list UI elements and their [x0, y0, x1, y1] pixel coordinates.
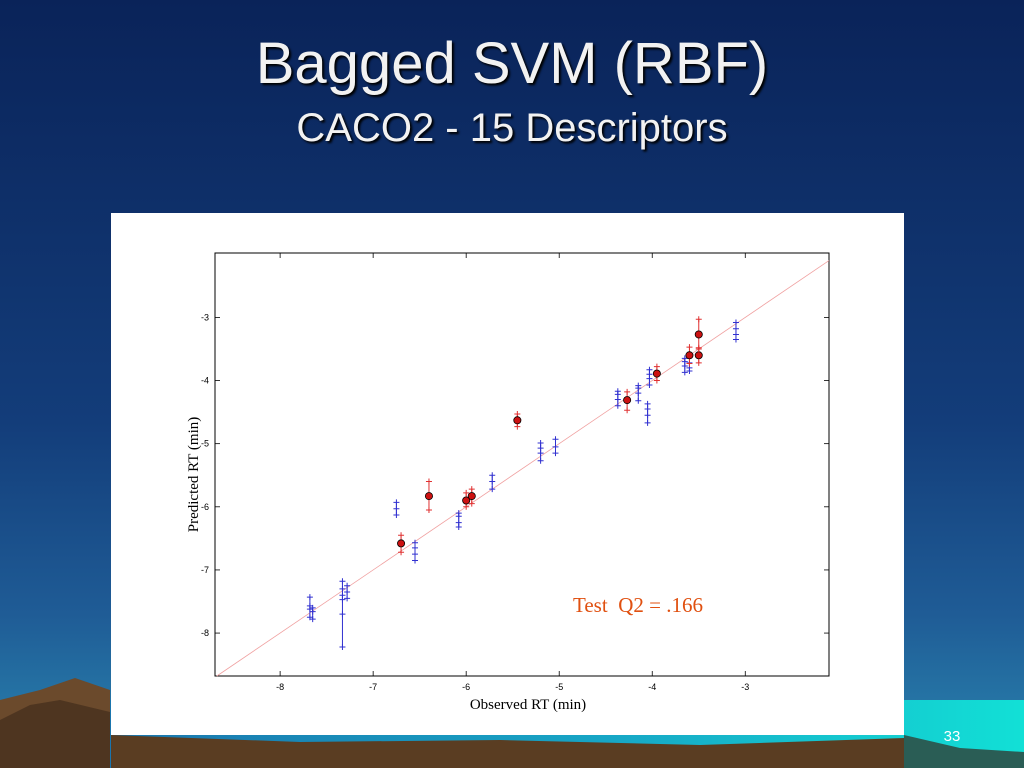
test-range-marker — [653, 377, 660, 384]
train-point-marker — [646, 381, 653, 388]
test-range-marker — [514, 423, 521, 430]
train-point-marker — [339, 611, 346, 618]
y-tick-label: -6 — [201, 502, 209, 512]
train-point-marker — [339, 643, 346, 650]
train-point-marker — [552, 436, 559, 443]
train-point-marker — [489, 486, 496, 493]
test-range-marker — [425, 478, 432, 485]
y-tick-label: -7 — [201, 565, 209, 575]
train-point-marker — [644, 405, 651, 412]
train-point-marker — [412, 557, 419, 564]
train-point-marker — [455, 519, 462, 526]
train-point-marker — [309, 604, 316, 611]
train-point-marker — [552, 443, 559, 450]
test-point-marker — [513, 416, 522, 425]
test-point-marker — [685, 351, 694, 360]
test-range-marker — [686, 344, 693, 351]
train-point-marker — [635, 382, 642, 389]
train-point-marker — [309, 616, 316, 623]
test-range-marker — [398, 549, 405, 556]
train-point-marker — [681, 355, 688, 362]
train-point-marker — [732, 319, 739, 326]
train-point-marker — [537, 450, 544, 457]
train-point-marker — [339, 592, 346, 599]
x-tick-label: -3 — [741, 682, 749, 692]
y-axis-label: Predicted RT (min) — [186, 417, 202, 532]
train-point-marker — [344, 582, 351, 589]
test-point-marker — [467, 492, 476, 501]
test-point-marker — [462, 496, 471, 505]
test-range-marker — [624, 407, 631, 414]
x-tick-label: -4 — [648, 682, 656, 692]
test-range-marker — [624, 388, 631, 395]
train-point-marker — [537, 440, 544, 447]
y-tick-label: -4 — [201, 376, 209, 386]
train-point-marker — [552, 450, 559, 457]
test-point-marker — [397, 539, 406, 548]
chart-panel: -8 -7 -6 -5 -4 -3 -8 -7 -6 -5 -4 -3 Observed RT (min… — [111, 213, 904, 735]
train-point-marker — [644, 419, 651, 426]
train-point-marker — [644, 412, 651, 419]
test-range-marker — [463, 489, 470, 496]
x-tick-label: -8 — [276, 682, 284, 692]
train-point-marker — [732, 331, 739, 338]
slide-title: Bagged SVM (RBF) — [255, 31, 769, 96]
slide-number: 33 — [943, 728, 961, 745]
train-point-marker — [614, 396, 621, 403]
slide-subtitle: CACO2 - 15 Descriptors — [296, 106, 728, 150]
train-point-marker — [393, 505, 400, 512]
train-point-marker — [412, 544, 419, 551]
diagonal-line — [216, 260, 830, 677]
test-range-marker — [686, 360, 693, 367]
train-point-marker — [393, 512, 400, 519]
train-point-marker — [489, 472, 496, 479]
plot-frame — [214, 252, 830, 677]
test-point-marker — [623, 396, 632, 405]
test-point-marker — [424, 492, 433, 501]
train-point-marker — [644, 400, 651, 407]
y-tick-label: -8 — [201, 628, 209, 638]
train-point-marker — [455, 510, 462, 517]
test-point-marker — [694, 351, 703, 360]
test-range-marker — [695, 316, 702, 323]
train-point-marker — [393, 499, 400, 506]
train-point-marker — [681, 369, 688, 376]
train-point-marker — [732, 325, 739, 332]
train-point-marker — [412, 539, 419, 546]
train-point-marker — [344, 595, 351, 602]
train-point-marker — [339, 578, 346, 585]
test-range-marker — [468, 486, 475, 493]
train-point-marker — [339, 585, 346, 592]
train-point-marker — [635, 397, 642, 404]
train-point-marker — [646, 366, 653, 373]
test-range-marker — [468, 500, 475, 507]
y-tick-label: -3 — [201, 312, 209, 322]
test-point-marker — [694, 330, 703, 339]
train-point-marker — [732, 336, 739, 343]
test-range-marker — [695, 345, 702, 352]
test-range-marker — [463, 503, 470, 510]
test-range-marker — [425, 506, 432, 513]
test-range-marker — [653, 363, 660, 370]
y-tick-label: -5 — [201, 439, 209, 449]
test-point-marker — [652, 369, 661, 378]
train-point-marker — [306, 594, 313, 601]
train-point-marker — [614, 402, 621, 409]
train-point-marker — [614, 388, 621, 395]
test-range-marker — [695, 359, 702, 366]
x-axis-label: Observed RT (min) — [470, 697, 586, 713]
x-tick-label: -7 — [369, 682, 377, 692]
test-range-marker — [514, 410, 521, 417]
train-point-marker — [537, 457, 544, 464]
x-tick-label: -5 — [555, 682, 563, 692]
x-tick-label: -6 — [462, 682, 470, 692]
train-point-marker — [412, 551, 419, 558]
train-point-marker — [344, 589, 351, 596]
train-point-marker — [635, 390, 642, 397]
q2-annotation: Test Q2 = .166 — [573, 593, 703, 617]
train-point-marker — [489, 478, 496, 485]
test-range-marker — [398, 532, 405, 539]
train-point-marker — [537, 445, 544, 452]
scatter-chart: -8 -7 -6 -5 -4 -3 -8 -7 -6 -5 -4 -3 Observed RT (min… — [186, 252, 830, 713]
